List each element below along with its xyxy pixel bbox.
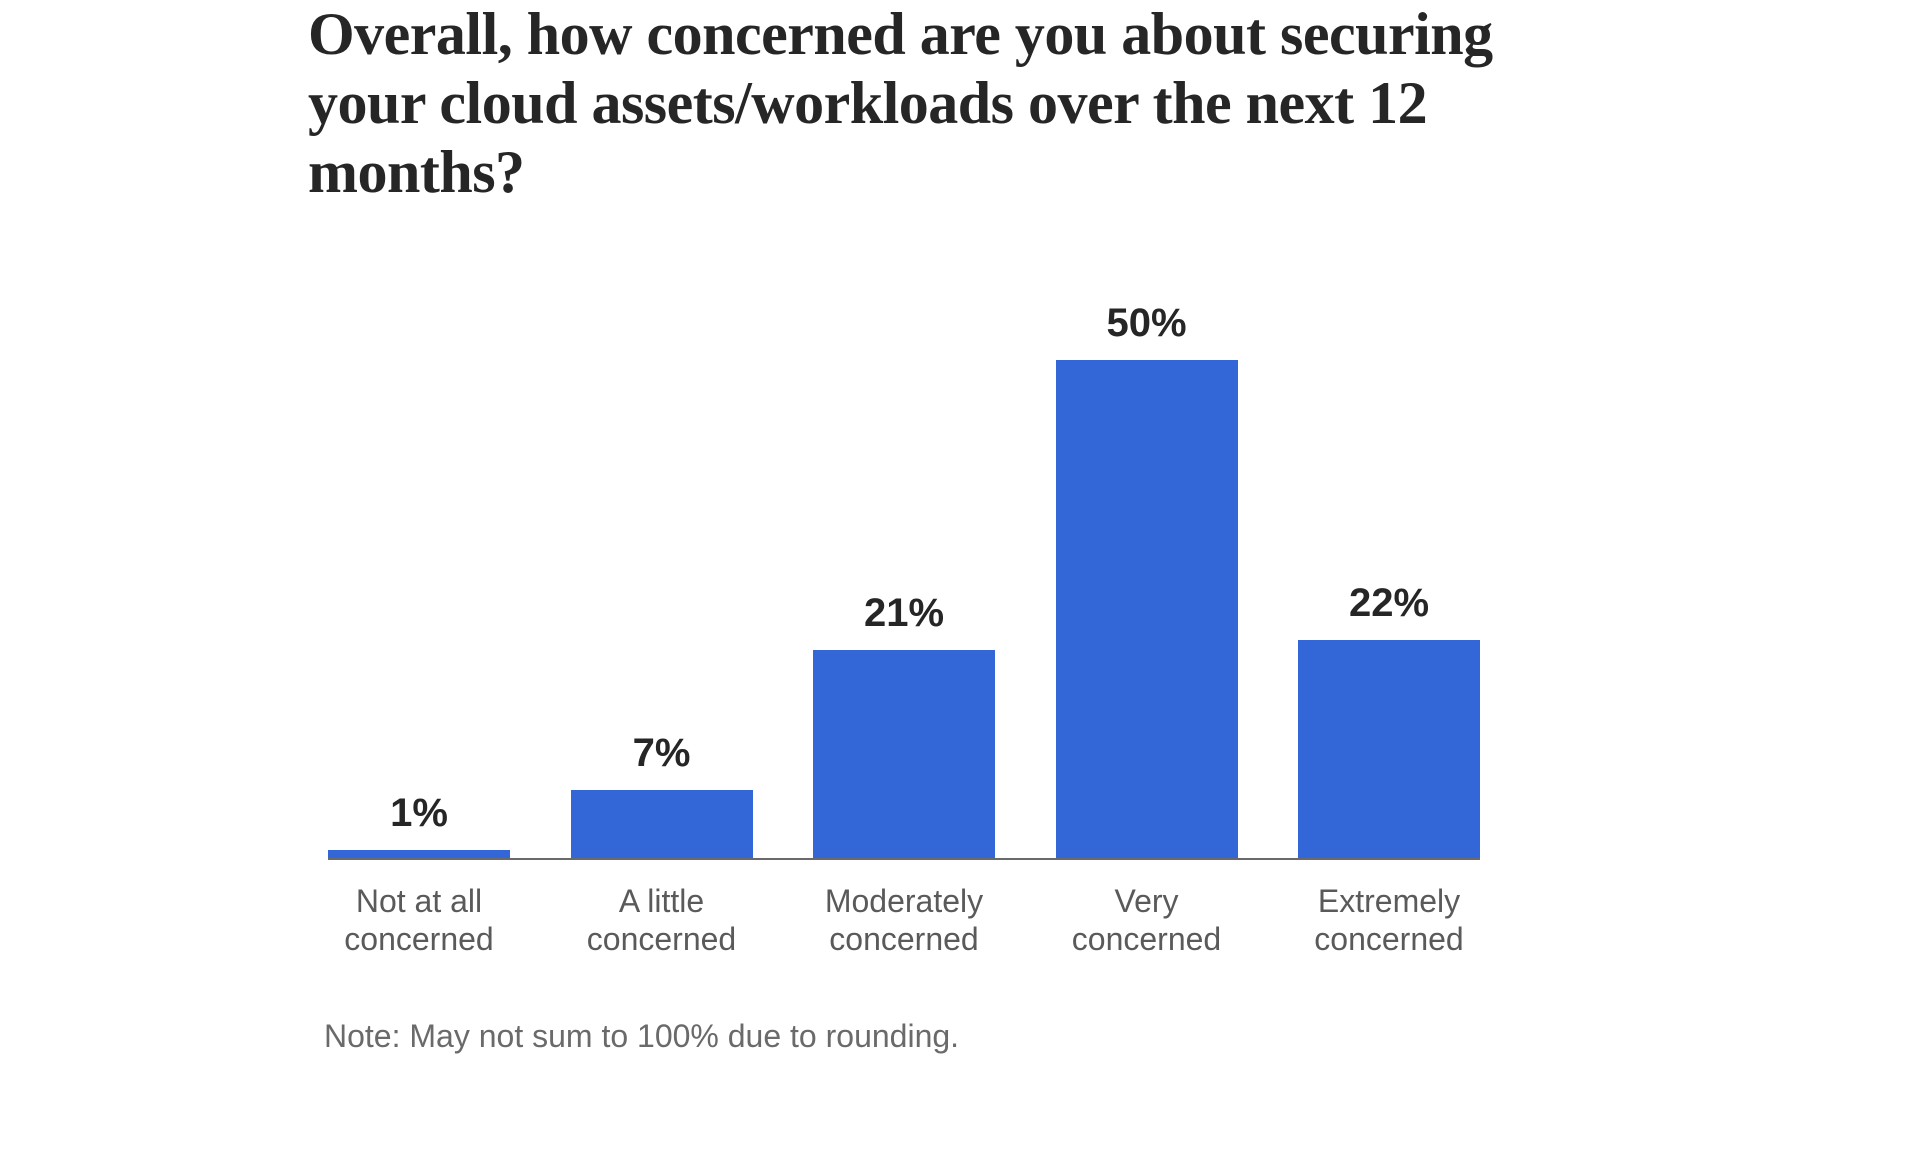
bar: [813, 650, 995, 860]
bar-slot: 7%: [571, 731, 753, 860]
bar-slot: 50%: [1056, 301, 1238, 860]
bar-value-label: 22%: [1349, 581, 1429, 626]
bar-slot: 21%: [813, 591, 995, 860]
chart-title: Overall, how concerned are you about sec…: [308, 0, 1548, 207]
category-label: Moderately concerned: [813, 882, 995, 959]
bar: [571, 790, 753, 860]
bar-value-label: 1%: [390, 791, 448, 836]
bar: [1298, 640, 1480, 860]
bar: [1056, 360, 1238, 860]
chart-note: Note: May not sum to 100% due to roundin…: [324, 1018, 959, 1055]
category-labels: Not at all concerned A little concerned Mo…: [328, 882, 1480, 959]
x-axis-line: [328, 858, 1480, 860]
bar-slot: 22%: [1298, 581, 1480, 860]
category-label: Very concerned: [1056, 882, 1238, 959]
bar-value-label: 50%: [1106, 301, 1186, 346]
category-label: Not at all concerned: [328, 882, 510, 959]
bar-value-label: 21%: [864, 591, 944, 636]
category-label: A little concerned: [571, 882, 753, 959]
bar-value-label: 7%: [633, 731, 691, 776]
bars-group: 1% 7% 21% 50% 22%: [328, 300, 1480, 860]
bar-slot: 1%: [328, 791, 510, 860]
category-label: Extremely concerned: [1298, 882, 1480, 959]
chart-container: Overall, how concerned are you about sec…: [0, 0, 1920, 1151]
plot-area: 1%7%21%50%22% Not at all concernedA litt…: [328, 300, 1480, 860]
